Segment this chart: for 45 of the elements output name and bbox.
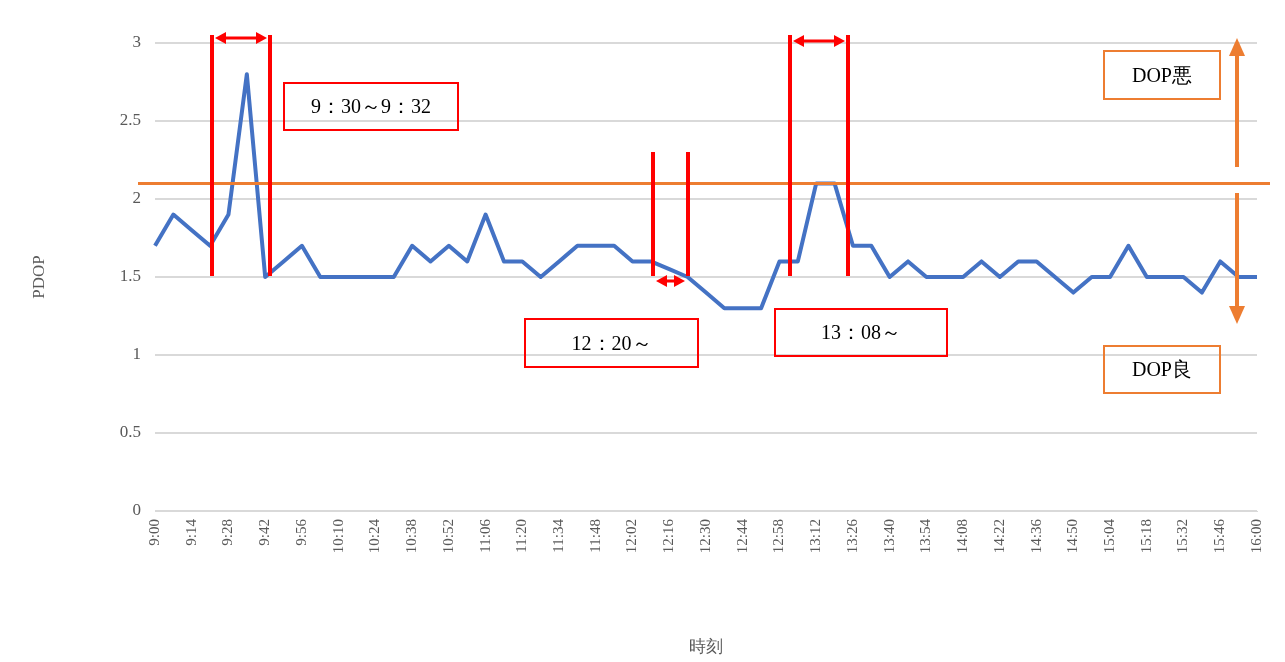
x-tick-label: 10:38	[403, 519, 420, 554]
x-tick-label: 12:16	[660, 518, 677, 554]
x-tick-label: 11:20	[513, 519, 530, 553]
x-tick-label: 14:22	[990, 519, 1007, 554]
x-tick-label: 14:36	[1027, 518, 1044, 554]
x-tick-label: 9:00	[145, 519, 162, 546]
x-tick-label: 9:28	[219, 519, 236, 546]
x-tick-label: 11:34	[550, 518, 566, 553]
x-tick-label: 9:14	[182, 518, 199, 546]
x-tick-label: 14:50	[1064, 519, 1081, 554]
x-tick-label: 11:48	[586, 519, 603, 553]
x-tick-label: 10:52	[439, 519, 456, 554]
x-tick-label: 15:18	[1137, 519, 1154, 554]
y-tick-label: 0	[132, 500, 141, 520]
x-tick-label: 14:08	[954, 519, 971, 554]
x-tick-label: 12:02	[623, 519, 640, 554]
x-tick-label: 12:30	[696, 519, 713, 554]
x-tick-label: 15:04	[1101, 518, 1117, 554]
x-tick-label: 13:40	[880, 519, 897, 554]
x-tick-label: 12:58	[770, 519, 787, 554]
x-tick-label: 10:24	[366, 518, 383, 554]
annotation: DOP良	[1103, 345, 1221, 394]
x-tick-label: 13:54	[917, 518, 934, 554]
y-tick-label: 0.5	[119, 422, 141, 442]
y-tick-label: 1	[132, 344, 141, 364]
x-tick-label: 9:56	[292, 518, 309, 546]
annotation: 12：20～	[524, 318, 699, 368]
x-axis-title: 時刻	[689, 637, 723, 657]
annotation: DOP悪	[1103, 50, 1221, 100]
x-tick-label: 15:46	[1211, 518, 1228, 554]
x-tick-label: 11:06	[476, 518, 493, 553]
x-tick-label: 10:10	[329, 519, 346, 554]
x-tick-label: 13:12	[807, 519, 824, 554]
x-tick-label: 15:32	[1174, 519, 1191, 554]
x-tick-label: 12:44	[733, 518, 750, 554]
annotation: 9：30～9：32	[283, 82, 459, 131]
y-tick-label: 3	[132, 32, 141, 52]
y-tick-label: 2	[132, 188, 141, 208]
y-axis-title: PDOP	[28, 255, 48, 299]
x-tick-label: 9:42	[256, 519, 273, 546]
y-tick-label: 2.5	[119, 110, 141, 130]
x-tick-label: 13:26	[843, 518, 860, 554]
y-tick-label: 1.5	[119, 266, 141, 286]
annotation: 13：08～	[774, 308, 948, 357]
x-tick-label: 16:00	[1247, 519, 1264, 554]
